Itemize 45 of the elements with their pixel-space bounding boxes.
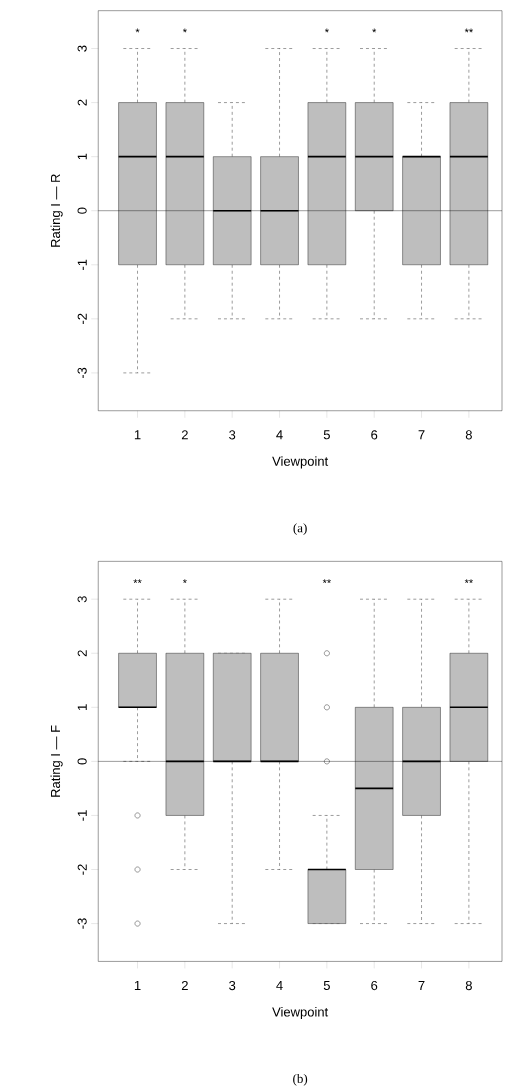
y-tick-label: 2 bbox=[77, 99, 87, 106]
y-tick-label: -1 bbox=[77, 259, 87, 270]
x-tick-label: 7 bbox=[418, 980, 425, 990]
x-tick-label: 6 bbox=[371, 980, 378, 991]
annotation: ** bbox=[464, 579, 474, 584]
y-tick-label: 1 bbox=[77, 704, 87, 710]
y-tick-label: 3 bbox=[77, 45, 87, 52]
x-axis-title: Viewpoint bbox=[272, 1006, 329, 1020]
annotation: ** bbox=[464, 28, 474, 33]
y-tick-label: -3 bbox=[77, 367, 87, 379]
y-tick-label: -2 bbox=[77, 864, 87, 875]
x-tick-label: 4 bbox=[276, 980, 283, 990]
y-tick-label: 2 bbox=[77, 650, 87, 657]
y-tick-label: 0 bbox=[77, 207, 87, 214]
x-tick-label: 2 bbox=[182, 980, 188, 991]
x-tick-label: 7 bbox=[418, 430, 425, 440]
y-tick-label: -3 bbox=[77, 918, 87, 929]
x-tick-label: 8 bbox=[465, 980, 473, 991]
x-tick-label: 6 bbox=[371, 430, 378, 440]
y-tick-label: 0 bbox=[77, 758, 87, 765]
y-tick-label: -1 bbox=[77, 810, 87, 821]
annotation: * bbox=[183, 28, 187, 33]
y-tick-label: 1 bbox=[77, 153, 87, 160]
text: (a) bbox=[293, 523, 307, 535]
y-tick-label: 3 bbox=[77, 596, 87, 603]
x-tick-label: 8 bbox=[465, 430, 473, 440]
x-tick-label: 1 bbox=[135, 980, 141, 990]
annotation: * bbox=[135, 28, 140, 33]
x-tick-label: 3 bbox=[229, 980, 236, 991]
y-tick-label: -2 bbox=[77, 313, 87, 325]
x-tick-label: 2 bbox=[182, 430, 188, 440]
annotation: * bbox=[372, 28, 377, 33]
y-axis-title: Rating I — F bbox=[50, 725, 63, 797]
annotation: ** bbox=[133, 579, 142, 584]
annotation: * bbox=[183, 579, 187, 584]
x-tick-label: 4 bbox=[276, 430, 283, 440]
x-tick-label: 1 bbox=[135, 430, 141, 440]
y-axis-title: Rating I — R bbox=[50, 174, 63, 247]
annotation: * bbox=[325, 28, 329, 33]
x-axis-title: Viewpoint bbox=[272, 456, 329, 469]
text: (b) bbox=[293, 1073, 308, 1086]
x-tick-label: 5 bbox=[323, 980, 331, 990]
annotation: ** bbox=[322, 579, 332, 584]
x-tick-label: 3 bbox=[229, 430, 236, 440]
x-tick-label: 5 bbox=[323, 430, 331, 440]
